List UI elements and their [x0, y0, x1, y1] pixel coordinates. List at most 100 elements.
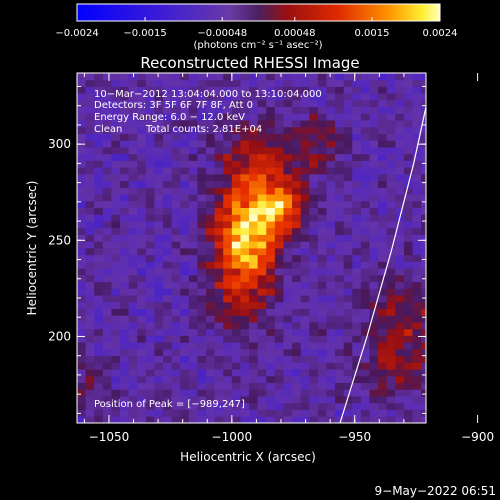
heatmap-cell: [128, 214, 138, 222]
heatmap-cell: [231, 241, 241, 249]
heatmap-cell: [85, 261, 95, 269]
heatmap-cell: [214, 99, 224, 108]
annotation-clean: Clean: [94, 124, 122, 135]
heatmap-cell: [421, 254, 426, 262]
heatmap-cell: [421, 281, 426, 289]
heatmap-cell: [163, 86, 173, 94]
heatmap-cell: [120, 106, 130, 114]
heatmap-cell: [111, 369, 121, 377]
heatmap-cell: [128, 99, 138, 108]
heatmap-cell: [369, 375, 379, 384]
heatmap-cell: [171, 382, 181, 390]
heatmap-cell: [300, 79, 310, 87]
heatmap-cell: [85, 295, 95, 303]
heatmap-cell: [180, 99, 190, 108]
heatmap-cell: [274, 173, 284, 182]
heatmap-cell: [111, 187, 121, 195]
heatmap-cell: [85, 268, 95, 276]
heatmap-cell: [94, 382, 104, 390]
heatmap-cell: [412, 167, 422, 175]
heatmap-cell: [171, 295, 181, 303]
heatmap-cell: [145, 147, 155, 155]
heatmap-cell: [292, 369, 302, 377]
heatmap-cell: [77, 160, 86, 168]
heatmap-cell: [249, 348, 259, 357]
heatmap-cell: [352, 234, 362, 242]
heatmap-cell: [257, 355, 267, 363]
heatmap-cell: [378, 214, 388, 222]
heatmap-cell: [206, 355, 216, 363]
heatmap-cell: [403, 187, 413, 195]
heatmap-cell: [386, 180, 396, 188]
heatmap-cell: [128, 167, 138, 175]
heatmap-cell: [369, 382, 379, 390]
heatmap-cell: [309, 402, 319, 410]
heatmap-cell: [309, 147, 319, 155]
heatmap-cell: [274, 221, 284, 229]
heatmap-cell: [171, 187, 181, 195]
heatmap-cell: [395, 120, 405, 128]
heatmap-cell: [240, 160, 250, 168]
heatmap-cell: [223, 221, 233, 229]
heatmap-cell: [188, 248, 198, 256]
heatmap-cell: [180, 254, 190, 262]
heatmap-cell: [197, 194, 207, 202]
heatmap-cell: [145, 187, 155, 195]
heatmap-cell: [128, 322, 138, 330]
heatmap-cell: [197, 375, 207, 384]
heatmap-cell: [111, 261, 121, 269]
heatmap-cell: [412, 241, 422, 249]
heatmap-cell: [266, 133, 276, 141]
heatmap-cell: [231, 147, 241, 155]
heatmap-cell: [154, 200, 164, 209]
heatmap-cell: [257, 254, 267, 262]
heatmap-cell: [85, 362, 95, 370]
heatmap-cell: [180, 167, 190, 175]
heatmap-cell: [300, 355, 310, 363]
heatmap-cell: [326, 288, 336, 296]
heatmap-cell: [360, 295, 370, 303]
heatmap-cell: [180, 113, 190, 121]
heatmap-cell: [326, 402, 336, 410]
heatmap-cell: [102, 274, 112, 283]
heatmap-cell: [317, 234, 327, 242]
heatmap-cell: [317, 335, 327, 343]
heatmap-cell: [343, 133, 353, 141]
heatmap-cell: [77, 248, 86, 256]
heatmap-cell: [326, 409, 336, 417]
heatmap-cell: [188, 322, 198, 330]
heatmap-cell: [292, 301, 302, 309]
heatmap-cell: [335, 79, 345, 87]
plot-frame: [76, 72, 427, 424]
heatmap-cell: [77, 409, 86, 417]
heatmap-cell: [300, 167, 310, 175]
heatmap-cell: [274, 153, 284, 161]
heatmap-cell: [180, 173, 190, 182]
heatmap-cell: [292, 200, 302, 209]
heatmap-cell: [335, 147, 345, 155]
heatmap-cell: [395, 335, 405, 343]
heatmap-cell: [421, 315, 426, 323]
heatmap-cell: [412, 355, 422, 363]
heatmap-cell: [137, 335, 147, 343]
heatmap-cell: [360, 160, 370, 168]
heatmap-cell: [137, 86, 147, 94]
heatmap-cell: [300, 348, 310, 357]
heatmap-cell: [180, 180, 190, 188]
heatmap-cell: [145, 355, 155, 363]
heatmap-cell: [77, 227, 86, 235]
heatmap-cell: [335, 416, 345, 423]
heatmap-cell: [335, 86, 345, 94]
heatmap-cell: [120, 167, 130, 175]
heatmap-cell: [257, 396, 267, 404]
heatmap-cell: [283, 221, 293, 229]
heatmap-cell: [412, 322, 422, 330]
heatmap-cell: [421, 180, 426, 188]
heatmap-cell: [128, 173, 138, 182]
heatmap-cell: [309, 180, 319, 188]
heatmap-cell: [369, 133, 379, 141]
heatmap-cell: [257, 93, 267, 101]
heatmap-cell: [412, 409, 422, 417]
heatmap-cell: [240, 389, 250, 397]
heatmap-cell: [309, 375, 319, 384]
